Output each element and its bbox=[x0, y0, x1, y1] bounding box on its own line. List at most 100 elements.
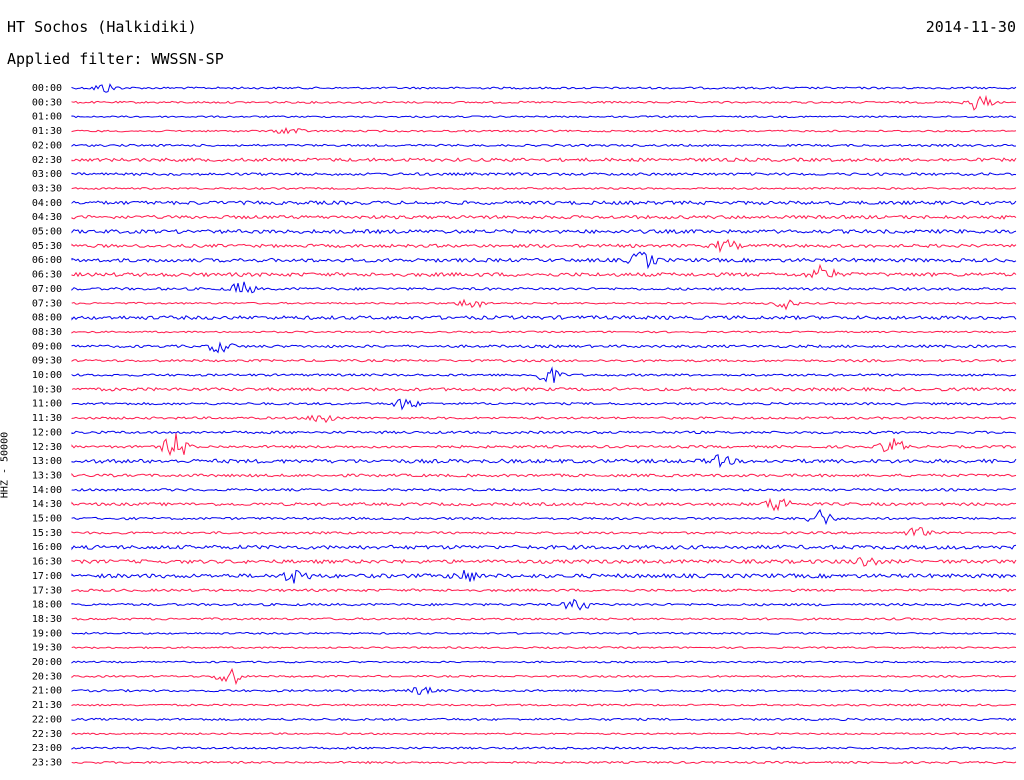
time-label: 15:30 bbox=[32, 528, 62, 539]
station-title: HT Sochos (Halkidiki) bbox=[7, 18, 197, 36]
trace-line bbox=[71, 472, 1017, 478]
time-label: 12:30 bbox=[32, 442, 62, 453]
trace-line bbox=[71, 157, 1017, 163]
trace-line bbox=[71, 433, 1017, 457]
trace-line bbox=[71, 126, 1017, 135]
trace-line bbox=[71, 487, 1017, 492]
trace-line bbox=[71, 569, 1017, 584]
time-label: 05:30 bbox=[32, 241, 62, 252]
trace-line bbox=[71, 508, 1017, 526]
trace-line bbox=[71, 703, 1017, 707]
time-label: 08:00 bbox=[32, 313, 62, 324]
time-label: 21:00 bbox=[32, 686, 62, 697]
trace-line bbox=[71, 330, 1017, 334]
trace-line bbox=[71, 667, 1017, 686]
trace-line bbox=[71, 746, 1017, 750]
trace-line bbox=[71, 358, 1017, 363]
time-label: 17:30 bbox=[32, 585, 62, 596]
time-label: 06:00 bbox=[32, 255, 62, 266]
trace-line bbox=[71, 588, 1017, 593]
time-label: 11:30 bbox=[32, 413, 62, 424]
trace-line bbox=[71, 760, 1017, 765]
trace-line bbox=[71, 717, 1017, 722]
trace-line bbox=[71, 172, 1017, 177]
time-label: 04:30 bbox=[32, 212, 62, 223]
trace-line bbox=[71, 214, 1017, 220]
time-label: 18:30 bbox=[32, 614, 62, 625]
time-label: 16:30 bbox=[32, 557, 62, 568]
time-label: 22:00 bbox=[32, 714, 62, 725]
time-label: 19:30 bbox=[32, 643, 62, 654]
time-label: 13:00 bbox=[32, 456, 62, 467]
time-label: 15:00 bbox=[32, 514, 62, 525]
time-label: 23:00 bbox=[32, 743, 62, 754]
trace-line bbox=[71, 263, 1017, 279]
trace-line bbox=[71, 281, 1017, 294]
time-label: 06:30 bbox=[32, 270, 62, 281]
time-label: 01:00 bbox=[32, 112, 62, 123]
time-label: 18:00 bbox=[32, 600, 62, 611]
time-label: 12:00 bbox=[32, 427, 62, 438]
trace-line bbox=[71, 544, 1017, 551]
time-label: 07:00 bbox=[32, 284, 62, 295]
time-label: 10:30 bbox=[32, 384, 62, 395]
time-label: 02:30 bbox=[32, 155, 62, 166]
time-label: 13:30 bbox=[32, 470, 62, 481]
trace-line bbox=[71, 617, 1017, 621]
trace-line bbox=[71, 83, 1017, 93]
time-label: 22:30 bbox=[32, 729, 62, 740]
trace-line bbox=[71, 430, 1017, 435]
trace-line bbox=[71, 298, 1017, 311]
date-label: 2014-11-30 bbox=[925, 18, 1016, 36]
time-label: 01:30 bbox=[32, 126, 62, 137]
time-label: 20:00 bbox=[32, 657, 62, 668]
time-label: 07:30 bbox=[32, 298, 62, 309]
trace-line bbox=[71, 497, 1017, 512]
time-label: 17:00 bbox=[32, 571, 62, 582]
time-label: 19:00 bbox=[32, 628, 62, 639]
trace-line bbox=[71, 251, 1017, 270]
trace-line bbox=[71, 238, 1017, 254]
time-label: 14:30 bbox=[32, 499, 62, 510]
trace-line bbox=[71, 341, 1017, 354]
trace-line bbox=[71, 732, 1017, 736]
trace-line bbox=[71, 526, 1017, 537]
trace-line bbox=[71, 556, 1017, 567]
filter-label: Applied filter: WWSSN-SP bbox=[7, 50, 224, 68]
trace-line bbox=[71, 631, 1017, 635]
time-label: 03:30 bbox=[32, 183, 62, 194]
trace-line bbox=[71, 115, 1017, 119]
trace-line bbox=[71, 454, 1017, 469]
time-label: 21:30 bbox=[32, 700, 62, 711]
time-label: 04:00 bbox=[32, 198, 62, 209]
time-label: 08:30 bbox=[32, 327, 62, 338]
time-label: 09:30 bbox=[32, 356, 62, 367]
time-label: 10:00 bbox=[32, 370, 62, 381]
trace-line bbox=[71, 398, 1017, 411]
trace-line bbox=[71, 646, 1017, 650]
trace-line bbox=[71, 143, 1017, 148]
trace-line bbox=[71, 414, 1017, 424]
trace-line bbox=[71, 94, 1017, 111]
trace-line bbox=[71, 598, 1017, 611]
trace-line bbox=[71, 660, 1017, 664]
trace-line bbox=[71, 314, 1017, 321]
time-label: 14:00 bbox=[32, 485, 62, 496]
trace-line bbox=[71, 366, 1017, 383]
time-label: 03:00 bbox=[32, 169, 62, 180]
time-label: 16:00 bbox=[32, 542, 62, 553]
time-label: 00:30 bbox=[32, 97, 62, 108]
time-label: 20:30 bbox=[32, 671, 62, 682]
trace-line bbox=[71, 686, 1017, 695]
time-label: 05:00 bbox=[32, 227, 62, 238]
trace-line bbox=[71, 386, 1017, 392]
time-label: 23:30 bbox=[32, 757, 62, 768]
trace-line bbox=[71, 186, 1017, 190]
trace-line bbox=[71, 228, 1017, 235]
time-label: 00:00 bbox=[32, 83, 62, 94]
time-label: 11:00 bbox=[32, 399, 62, 410]
time-label: 02:00 bbox=[32, 140, 62, 151]
trace-line bbox=[71, 200, 1017, 206]
time-label: 09:00 bbox=[32, 341, 62, 352]
